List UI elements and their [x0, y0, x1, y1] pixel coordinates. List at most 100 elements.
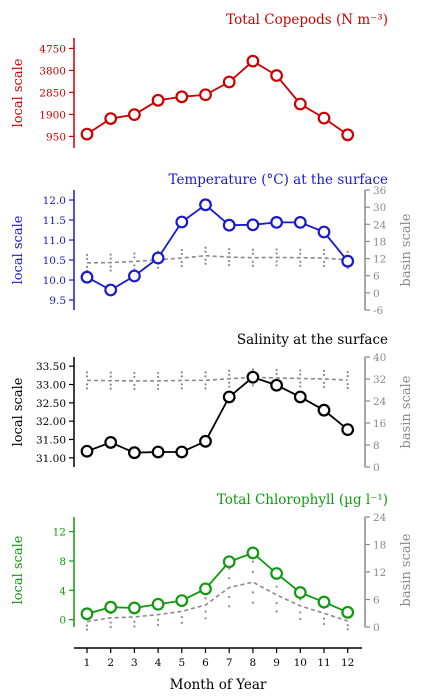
basin-scatter-point	[85, 257, 89, 260]
basin-scatter-point	[251, 368, 254, 371]
basin-scatter-point	[109, 371, 112, 374]
basin-scatter-point	[228, 595, 231, 599]
right-tick-label: 36	[373, 185, 387, 197]
basin-scatter-point	[346, 371, 349, 374]
basin-scatter-point	[251, 252, 254, 255]
basin-scatter-point	[275, 260, 278, 263]
right-tick-label: 0	[373, 622, 380, 634]
x-tick-label: 3	[131, 657, 138, 669]
left-tick-label: 32.50	[36, 398, 66, 410]
basin-scatter-point	[322, 385, 326, 389]
left-tick-label: 1900	[39, 109, 66, 121]
local-series-point	[222, 390, 236, 404]
left-tick-label: 4750	[39, 43, 66, 55]
left-tick-label: 33.50	[36, 361, 66, 373]
x-tick-label: 5	[178, 657, 185, 669]
basin-scatter-point	[322, 381, 326, 385]
local-series-point	[246, 54, 260, 68]
basin-scatter-point	[133, 256, 136, 259]
x-tick-label: 6	[202, 657, 209, 669]
basin-scatter-point	[275, 252, 278, 255]
local-series-point	[127, 108, 141, 122]
basin-scatter-point	[109, 253, 112, 256]
basin-scatter-point	[346, 624, 349, 627]
basin-scatter-point	[228, 605, 231, 608]
panel-chlorophyll: Total Chlorophyll (µg l⁻¹) 0 4 8 12 local sca…	[11, 492, 414, 634]
local-series-point	[270, 69, 284, 82]
basin-scatter-point	[109, 265, 112, 268]
left-tick-label: 950	[46, 131, 66, 143]
left-tick-label: 11.5	[43, 215, 66, 227]
left-axis-label: local scale	[11, 535, 26, 604]
basin-scatter-point	[299, 260, 302, 263]
local-series-point	[151, 251, 165, 265]
left-tick-label: 2850	[39, 87, 66, 99]
basin-scatter-point	[228, 369, 231, 372]
basin-scatter-point	[85, 375, 89, 378]
local-series-line	[86, 551, 349, 615]
panel-title: Temperature (°C) at the surface	[169, 172, 388, 188]
basin-scatter-point	[157, 618, 160, 621]
local-series-point	[222, 555, 236, 569]
basin-scatter-point	[180, 621, 183, 624]
basin-scatter-point	[109, 269, 112, 272]
basin-scatter-point	[157, 371, 160, 375]
panel-title: Total Chlorophyll (µg l⁻¹)	[217, 492, 388, 508]
right-axis-label: basin scale	[399, 375, 414, 448]
basin-scatter-point	[228, 260, 231, 263]
basin-scatter-point	[322, 622, 326, 626]
basin-scatter-point	[204, 371, 207, 374]
x-tick-label: 4	[155, 657, 162, 669]
right-axis-label: basin scale	[399, 213, 414, 286]
local-series-point	[293, 390, 307, 404]
basin-scatter-point	[346, 628, 349, 631]
basin-scatter-point	[228, 385, 231, 388]
basin-scatter-point	[85, 265, 89, 268]
local-series-point	[222, 75, 236, 89]
local-series-point	[127, 446, 141, 460]
basin-scatter-point	[180, 248, 183, 252]
basin-scatter-point	[228, 248, 231, 251]
basin-scatter-point	[85, 628, 89, 631]
right-tick-label: 18	[373, 236, 386, 248]
local-series-point	[270, 215, 284, 229]
left-tick-label: 10.0	[43, 275, 66, 287]
right-tick-label: 16	[373, 418, 387, 430]
basin-scatter-point	[322, 252, 326, 256]
local-series-point	[317, 111, 331, 125]
basin-scatter-point	[157, 387, 160, 391]
basin-scatter-point	[322, 369, 326, 373]
basin-scatter-point	[322, 264, 326, 268]
local-series-point	[317, 403, 331, 417]
left-tick-label: 12.0	[43, 195, 66, 207]
local-series-point	[80, 270, 94, 284]
basin-scatter-point	[299, 264, 302, 267]
x-tick-label: 9	[273, 657, 280, 669]
basin-series-line	[86, 254, 348, 264]
basin-scatter-point	[157, 623, 160, 627]
local-series-point	[199, 582, 212, 596]
basin-scatter-point	[109, 375, 112, 378]
local-series-point	[80, 127, 94, 141]
basin-scatter-point	[299, 617, 302, 621]
right-tick-label: -6	[373, 305, 384, 317]
basin-scatter-point	[275, 585, 278, 588]
basin-scatter-point	[133, 383, 136, 387]
basin-scatter-point	[180, 387, 183, 390]
basin-scatter-point	[346, 375, 349, 378]
basin-scatter-point	[299, 248, 302, 251]
basin-scatter-point	[180, 252, 183, 256]
basin-scatter-point	[204, 250, 207, 253]
local-series-point	[80, 444, 94, 458]
local-series-point	[151, 445, 165, 459]
local-series-point	[341, 254, 355, 268]
basin-scatter-point	[251, 384, 254, 387]
basin-scatter-point	[133, 387, 136, 391]
panel-salinity: Salinity at the surface 31.00 31.50 32.00 32…	[11, 332, 414, 474]
local-series-point	[199, 198, 212, 212]
local-series-point	[199, 88, 212, 102]
local-series-point	[175, 445, 189, 459]
basin-scatter-point	[275, 264, 278, 267]
panel-title: Total Copepods (N m⁻³)	[226, 12, 388, 28]
